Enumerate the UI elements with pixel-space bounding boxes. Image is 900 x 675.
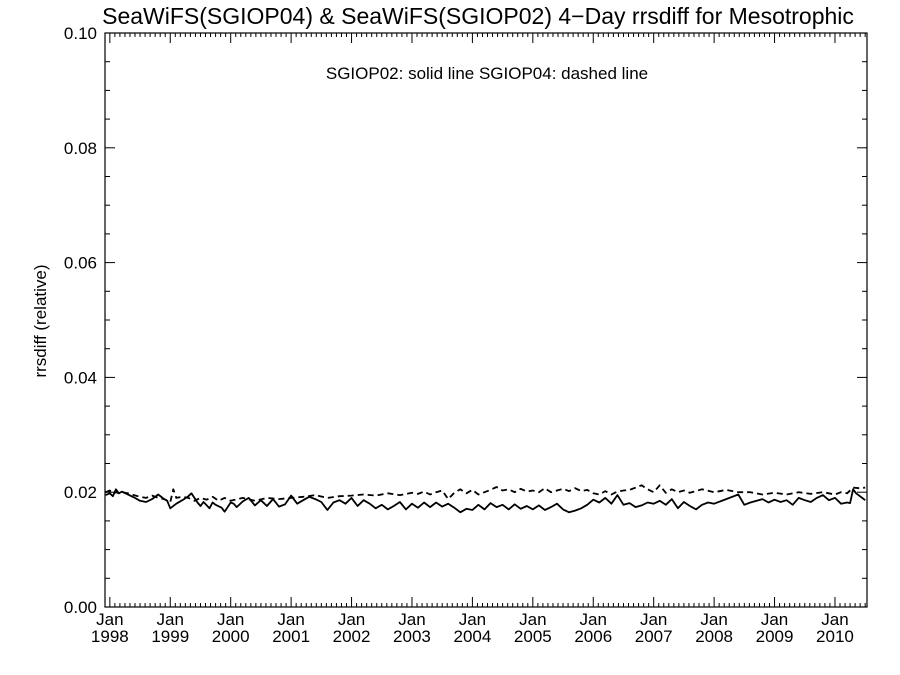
x-tick-year-label: 1999 bbox=[151, 627, 189, 646]
chart-title: SeaWiFS(SGIOP04) & SeaWiFS(SGIOP02) 4−Da… bbox=[102, 3, 854, 29]
y-tick-label: 0.04 bbox=[64, 368, 97, 387]
x-tick-month-label: Jan bbox=[580, 610, 607, 629]
series-group bbox=[105, 484, 866, 514]
x-tick-month-label: Jan bbox=[821, 610, 848, 629]
y-tick-label: 0.06 bbox=[64, 254, 97, 273]
x-tick-month-label: Jan bbox=[761, 610, 788, 629]
y-ticks: 0.00 0.02 0.04 0.06 0.08 0.10 bbox=[64, 24, 867, 617]
x-tick-month-label: Jan bbox=[398, 610, 425, 629]
x-tick-month-label: Jan bbox=[157, 610, 184, 629]
x-tick-year-label: 2002 bbox=[333, 627, 371, 646]
x-tick-year-label: 2004 bbox=[453, 627, 491, 646]
x-tick-month-label: Jan bbox=[96, 610, 123, 629]
x-tick-month-label: Jan bbox=[277, 610, 304, 629]
x-tick-year-label: 2009 bbox=[756, 627, 794, 646]
x-tick-year-label: 2010 bbox=[816, 627, 854, 646]
y-tick-label: 0.08 bbox=[64, 139, 97, 158]
x-tick-year-label: 2001 bbox=[272, 627, 310, 646]
x-ticks: Jan1998Jan1999Jan2000Jan2001Jan2002Jan20… bbox=[91, 33, 866, 646]
x-tick-month-label: Jan bbox=[700, 610, 727, 629]
series-line-solid bbox=[105, 488, 866, 514]
x-tick-year-label: 1998 bbox=[91, 627, 129, 646]
x-tick-year-label: 2008 bbox=[695, 627, 733, 646]
x-tick-month-label: Jan bbox=[459, 610, 486, 629]
plot-frame bbox=[104, 32, 868, 608]
chart-subtitle: SGIOP02: solid line SGIOP04: dashed line bbox=[326, 64, 648, 83]
x-tick-month-label: Jan bbox=[338, 610, 365, 629]
y-axis-label: rrsdiff (relative) bbox=[31, 264, 50, 377]
y-tick-label: 0.02 bbox=[64, 483, 97, 502]
series-line-dashed bbox=[105, 484, 866, 503]
x-tick-year-label: 2005 bbox=[514, 627, 552, 646]
x-tick-month-label: Jan bbox=[217, 610, 244, 629]
y-tick-label: 0.00 bbox=[64, 598, 97, 617]
y-tick-label: 0.10 bbox=[64, 24, 97, 43]
x-tick-month-label: Jan bbox=[519, 610, 546, 629]
x-tick-year-label: 2006 bbox=[574, 627, 612, 646]
x-tick-year-label: 2003 bbox=[393, 627, 431, 646]
x-tick-year-label: 2000 bbox=[212, 627, 250, 646]
x-tick-month-label: Jan bbox=[640, 610, 667, 629]
x-tick-year-label: 2007 bbox=[635, 627, 673, 646]
